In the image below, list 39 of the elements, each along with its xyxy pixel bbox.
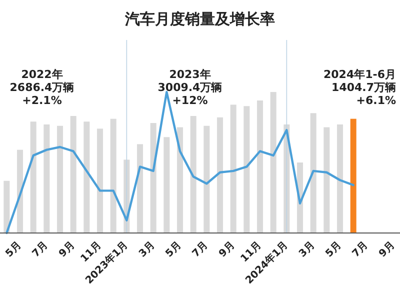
bar [17, 150, 23, 233]
bar [110, 118, 116, 233]
chart-title: 汽车月度销量及增长率 [124, 10, 275, 28]
x-tick-label: 3月 [297, 240, 317, 260]
bar [30, 122, 36, 233]
bar [177, 127, 183, 233]
x-tick-label: 7月 [30, 240, 50, 260]
bar [57, 126, 63, 233]
x-tick-label: 9月 [217, 240, 237, 260]
bar [337, 124, 343, 233]
annotation: 2022年 2686.4万辆 +2.1% [10, 68, 74, 107]
bar [4, 180, 10, 233]
bar [84, 122, 90, 233]
bar [324, 127, 330, 233]
bar [270, 92, 276, 233]
x-tick-label: 5月 [164, 240, 184, 260]
bar [244, 106, 250, 233]
x-tick-label: 9月 [377, 240, 397, 260]
bar [217, 117, 223, 233]
bar [350, 118, 356, 233]
bar [150, 123, 156, 233]
bar [190, 116, 196, 233]
x-tick-label: 3月 [137, 240, 157, 260]
bar [44, 124, 50, 233]
x-tick-label: 5月 [324, 240, 344, 260]
annotation: 2024年1-6月 1404.7万辆 +6.1% [324, 68, 396, 107]
bar [70, 116, 76, 233]
annotation: 2023年 3009.4万辆 +12% [158, 68, 222, 107]
bar [310, 113, 316, 233]
bar [230, 104, 236, 233]
bar [164, 137, 170, 233]
x-tick-label: 9月 [57, 240, 77, 260]
x-tick-label: 7月 [350, 240, 370, 260]
x-tick-label: 5月 [4, 240, 24, 260]
bar [204, 126, 210, 233]
bar [257, 100, 263, 233]
bar [137, 144, 143, 233]
x-tick-label: 7月 [190, 240, 210, 260]
bar [97, 128, 103, 233]
